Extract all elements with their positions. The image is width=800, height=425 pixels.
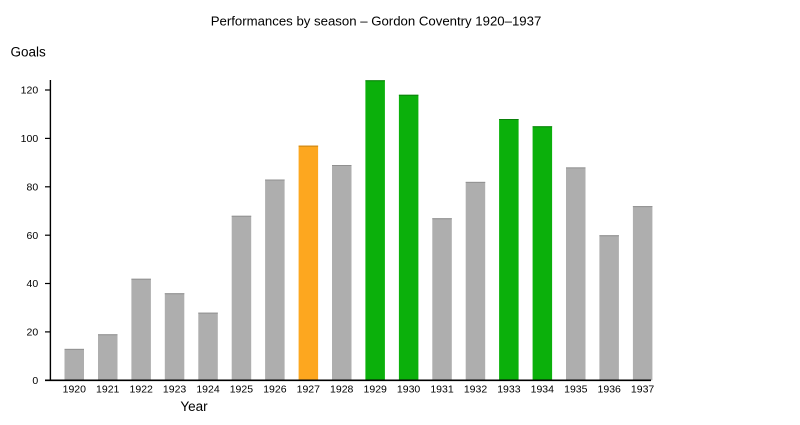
- svg-text:1933: 1933: [497, 384, 521, 396]
- svg-text:120: 120: [21, 85, 39, 97]
- svg-text:1932: 1932: [464, 384, 488, 396]
- svg-text:Year: Year: [180, 399, 208, 414]
- svg-text:1920: 1920: [63, 384, 87, 396]
- svg-text:80: 80: [27, 182, 39, 194]
- svg-text:1923: 1923: [163, 384, 187, 396]
- svg-text:1922: 1922: [130, 384, 154, 396]
- svg-text:40: 40: [27, 278, 39, 290]
- svg-text:1926: 1926: [263, 384, 287, 396]
- svg-text:Performances by season – Gordo: Performances by season – Gordon Coventry…: [211, 14, 542, 29]
- svg-text:1930: 1930: [397, 384, 421, 396]
- svg-text:100: 100: [21, 133, 39, 145]
- svg-text:1929: 1929: [364, 384, 388, 396]
- svg-text:1928: 1928: [330, 384, 354, 396]
- svg-text:1935: 1935: [564, 384, 588, 396]
- svg-text:20: 20: [27, 327, 39, 339]
- svg-text:1925: 1925: [230, 384, 254, 396]
- svg-text:1921: 1921: [96, 384, 120, 396]
- svg-text:1936: 1936: [598, 384, 622, 396]
- svg-text:1924: 1924: [196, 384, 220, 396]
- svg-text:1937: 1937: [631, 384, 655, 396]
- svg-text:0: 0: [32, 375, 38, 387]
- svg-text:Goals: Goals: [11, 45, 47, 60]
- svg-text:1927: 1927: [297, 384, 321, 396]
- svg-text:1934: 1934: [531, 384, 555, 396]
- svg-text:1931: 1931: [430, 384, 454, 396]
- svg-text:60: 60: [27, 230, 39, 242]
